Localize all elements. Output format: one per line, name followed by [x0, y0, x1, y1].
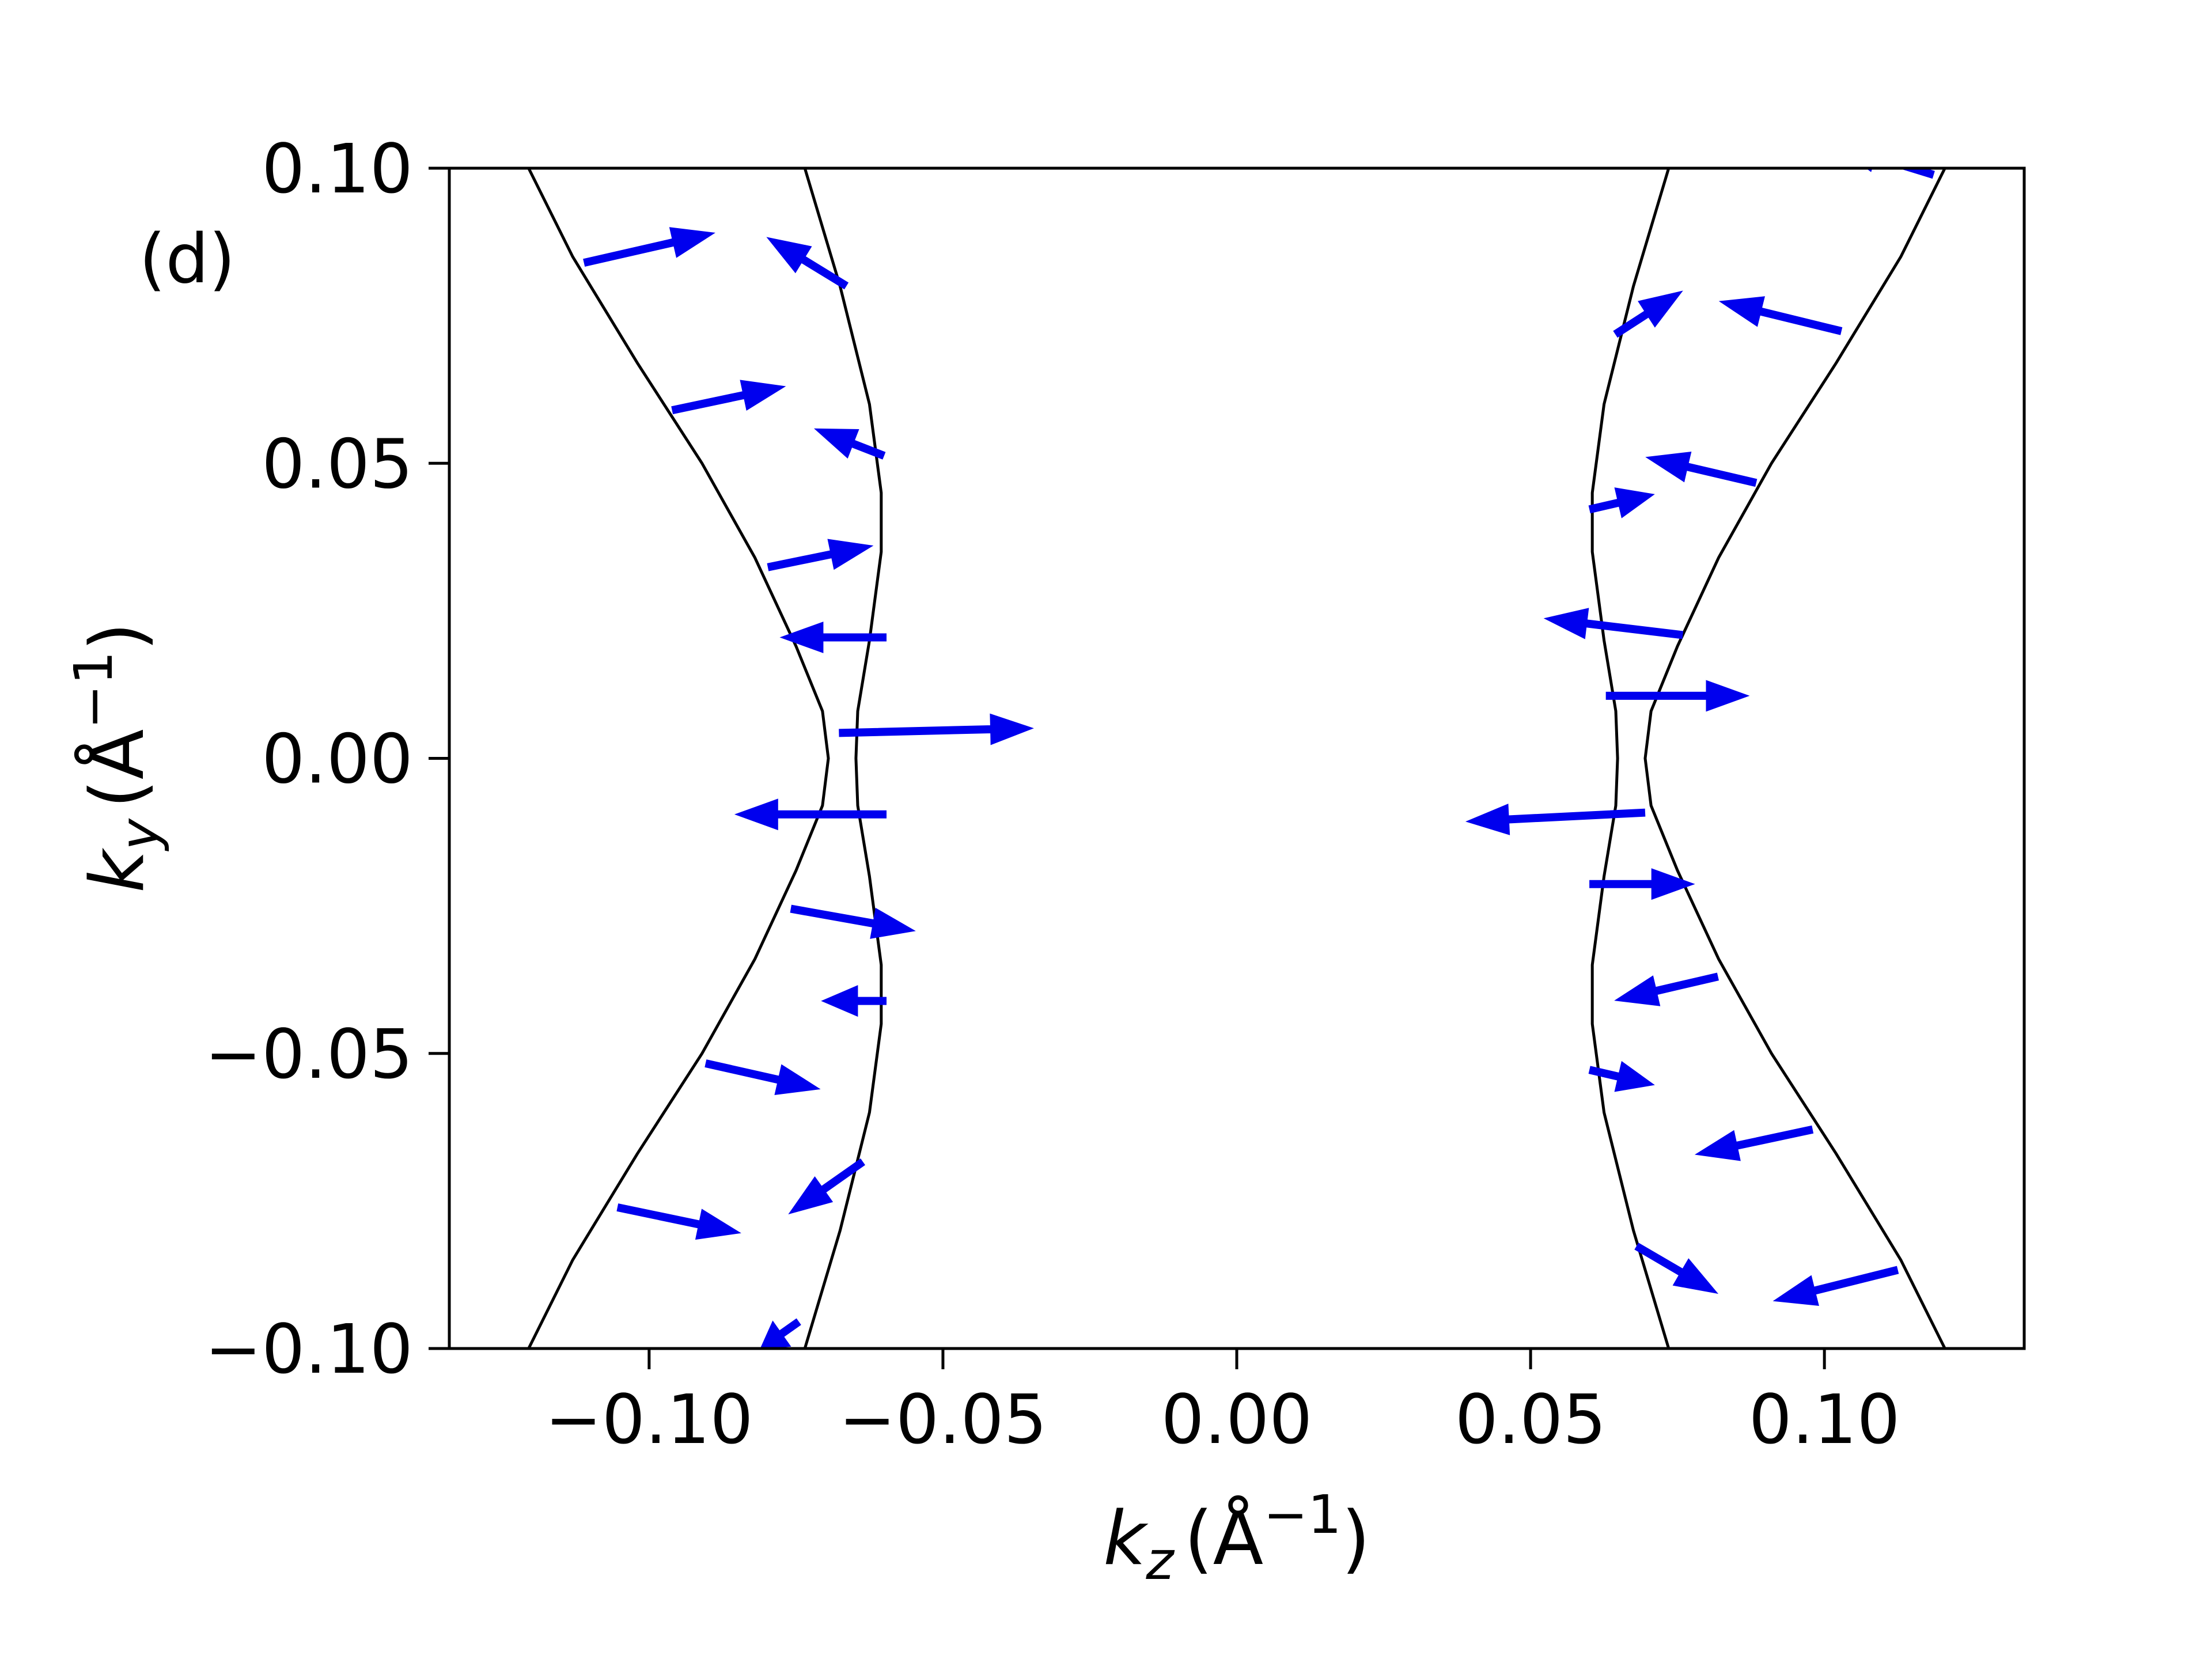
spin-arrow	[813, 428, 886, 460]
spin-arrow	[788, 1158, 865, 1215]
spin-arrow	[1543, 608, 1684, 639]
spin-arrow	[704, 1059, 821, 1095]
panel-label: (d)	[139, 219, 236, 298]
spin-arrow	[1588, 1060, 1655, 1092]
axes-frame	[448, 166, 2026, 1350]
spin-arrow	[1588, 487, 1655, 518]
spin-arrow	[839, 713, 1034, 745]
y-axis-label-subscript: y	[109, 818, 171, 852]
y-axis: −0.10 −0.05 0.00 0.05 0.10	[204, 129, 449, 1389]
spin-arrow	[821, 985, 887, 1017]
band-curves	[527, 168, 1946, 1349]
spin-arrow	[1589, 868, 1695, 900]
band-curve-right-inner	[1590, 168, 1671, 1349]
x-axis-label-exponent: −1	[1263, 1484, 1342, 1546]
spin-arrow	[616, 1203, 741, 1240]
spin-arrow	[671, 380, 786, 415]
y-tick-label: 0.10	[262, 129, 413, 209]
spin-arrow	[1465, 804, 1646, 835]
spin-arrows	[583, 168, 1935, 1349]
spin-arrow	[734, 798, 887, 831]
x-axis-label-subscript: z	[1145, 1530, 1175, 1592]
plot-area	[448, 166, 2026, 1350]
spin-arrow	[1605, 680, 1750, 712]
y-axis-label-symbol: k	[75, 847, 161, 893]
spin-arrow	[1613, 290, 1683, 338]
x-axis: −0.10 −0.05 0.00 0.05 0.10	[545, 1349, 1900, 1459]
spin-arrow	[760, 1318, 801, 1349]
y-axis-label-close: )	[75, 622, 161, 651]
spin-arrow	[790, 904, 916, 939]
spin-arrow	[779, 622, 887, 653]
y-axis-label-exponent: −1	[63, 651, 124, 729]
x-tick-label: 0.00	[1161, 1380, 1313, 1459]
band-curve-left-outer	[527, 168, 830, 1349]
spin-arrow	[1772, 1266, 1899, 1306]
band-curve-left-inner	[803, 168, 883, 1349]
x-tick-label: −0.10	[545, 1380, 753, 1459]
band-curve-right-outer	[1643, 168, 1946, 1349]
spin-arrow	[1718, 296, 1843, 335]
x-axis-label-close: )	[1342, 1496, 1370, 1582]
x-axis-label: kz (Å−1)	[1103, 1484, 1370, 1592]
x-axis-label-symbol: k	[1103, 1496, 1149, 1582]
spin-arrow	[1694, 1125, 1814, 1161]
spin-arrow	[766, 237, 849, 290]
x-tick-label: 0.10	[1749, 1380, 1900, 1459]
x-tick-label: 0.05	[1455, 1380, 1607, 1459]
y-tick-label: −0.05	[204, 1014, 413, 1094]
x-tick-label: −0.05	[839, 1380, 1047, 1459]
y-axis-label-units: (Å	[74, 729, 161, 809]
spin-arrow	[767, 539, 874, 571]
y-tick-label: −0.10	[204, 1309, 413, 1389]
spin-arrow	[1634, 1243, 1719, 1294]
spin-arrow	[1866, 168, 1935, 179]
spin-arrow	[1614, 972, 1719, 1006]
spin-arrow	[583, 227, 715, 267]
y-tick-label: 0.05	[262, 424, 413, 503]
y-axis-label: ky (Å−1)	[63, 622, 171, 893]
spin-arrow	[1645, 451, 1758, 487]
x-axis-label-units: (Å	[1184, 1495, 1264, 1582]
y-tick-label: 0.00	[262, 719, 413, 799]
